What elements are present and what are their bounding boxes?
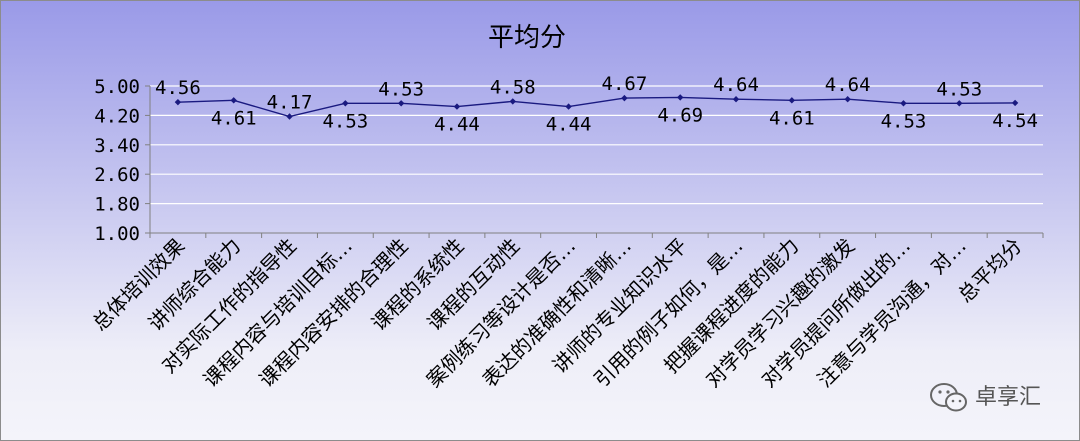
data-label: 4.17 [267,92,313,114]
wechat-icon [930,383,967,412]
data-point [732,96,740,103]
data-label: 4.44 [434,114,480,136]
chart-title: 平均分 [488,23,566,53]
data-label: 4.69 [657,104,703,126]
data-points [174,94,1019,120]
data-label: 4.56 [155,77,201,99]
x-tick-labels: 总体培训效果讲师综合能力对实际工作的指导性课程内容与培训目标…课程内容安排的合理… [88,234,1027,392]
data-point [956,100,963,107]
data-label: 4.54 [992,110,1038,132]
data-point [844,96,851,103]
data-label: 4.64 [825,74,871,96]
watermark-text: 卓享汇 [975,385,1041,410]
data-label: 4.53 [378,78,424,100]
data-point [342,100,349,107]
y-tick-labels: 5.00 4.20 3.40 2.60 1.80 1.00 [94,76,140,245]
data-point [397,100,405,107]
y-tick-label: 3.40 [94,135,140,157]
data-point [621,94,628,102]
y-tick-label: 1.80 [94,194,140,216]
y-tick-label: 4.20 [94,105,140,127]
data-label: 4.58 [490,76,536,98]
data-point [788,97,796,104]
data-label: 4.53 [881,110,927,132]
y-tick-label: 5.00 [94,76,140,98]
data-point [677,94,684,101]
data-point [1011,99,1019,107]
data-point [900,100,907,107]
y-tick-label: 2.60 [94,164,140,186]
data-labels: 4.56 4.61 4.17 4.53 4.53 4.44 4.58 4.44 4.67 4.69… [155,73,1038,135]
grid-lines [150,85,1043,205]
data-label: 4.61 [211,107,257,129]
data-label: 4.53 [322,110,368,132]
data-point [286,113,293,120]
data-point [230,97,237,104]
data-label: 4.64 [713,74,759,96]
axes [145,85,1044,238]
y-tick-label: 1.00 [94,223,140,245]
series-line [177,96,1016,118]
data-label: 4.61 [769,107,815,129]
data-point [509,98,516,105]
watermark: 卓享汇 [930,383,1041,412]
data-point [453,103,461,110]
data-label: 4.53 [936,78,982,100]
data-point [565,103,572,110]
data-point [174,98,182,106]
data-label: 4.44 [546,114,592,136]
series-average-score [177,96,1016,118]
data-label: 4.67 [602,73,648,95]
